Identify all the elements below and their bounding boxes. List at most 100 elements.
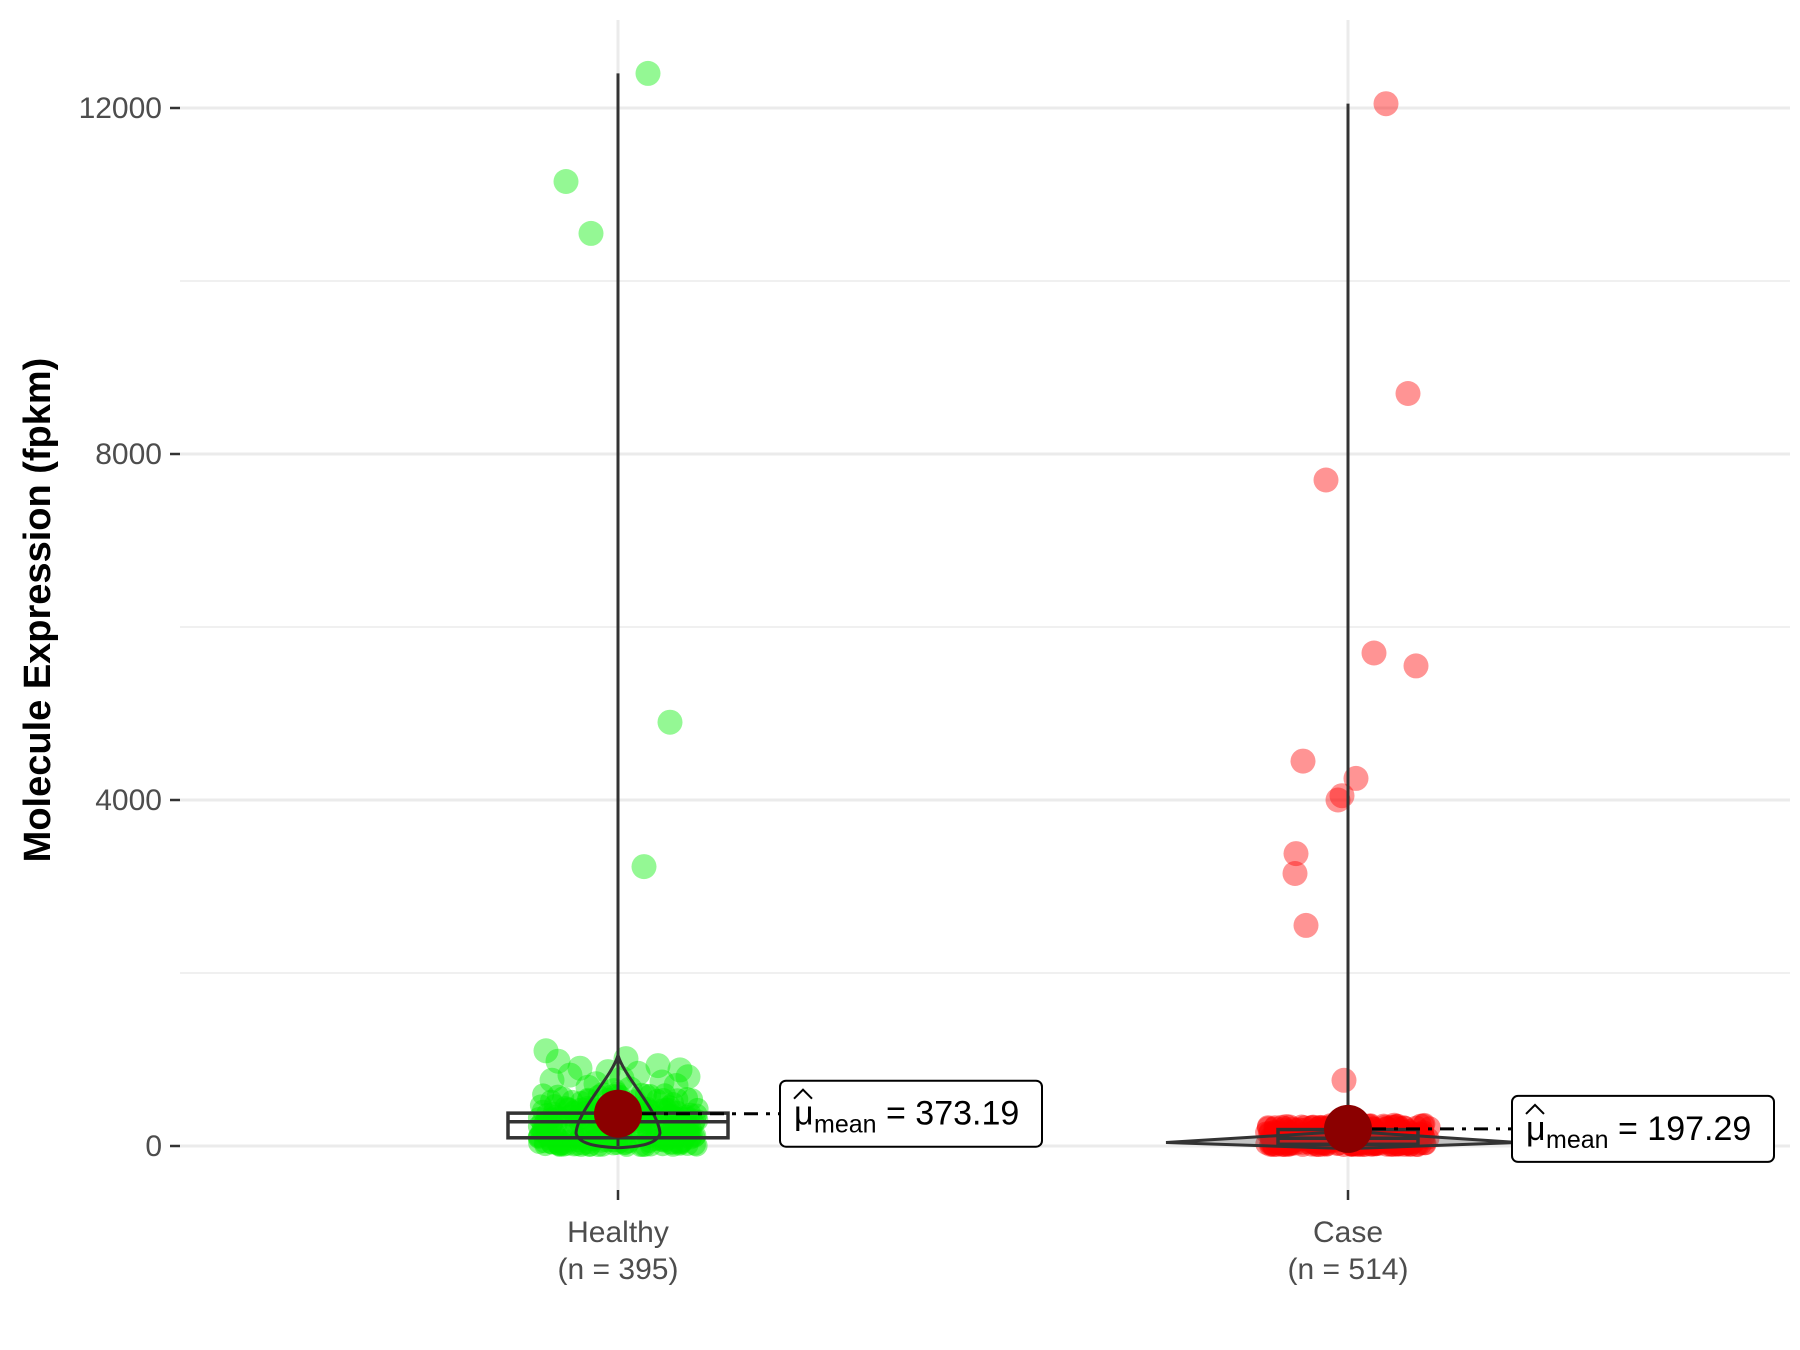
y-tick-label: 0 <box>145 1130 162 1163</box>
outlier-point <box>667 1057 693 1083</box>
mean-symbol: μ <box>1526 1110 1546 1148</box>
data-point <box>1388 1116 1411 1139</box>
data-point <box>570 1134 593 1157</box>
outlier-point <box>1293 912 1319 938</box>
data-point <box>581 1124 604 1147</box>
outlier-point <box>545 1048 571 1074</box>
outlier-point <box>1343 765 1369 791</box>
data-point <box>534 1134 557 1157</box>
data-point <box>552 1134 575 1157</box>
data-point <box>634 1083 657 1106</box>
mean-label-box <box>779 1079 1043 1148</box>
outlier-point <box>583 1071 609 1097</box>
data-point <box>543 1094 566 1117</box>
outlier-point <box>575 1074 601 1100</box>
data-point <box>1257 1115 1279 1138</box>
mean-point <box>1324 1104 1372 1153</box>
outlier-point <box>631 854 657 880</box>
outlier-point <box>663 1073 689 1098</box>
mean-hat <box>793 1088 813 1100</box>
plot-groups <box>506 60 1519 1157</box>
data-point <box>1293 1115 1316 1138</box>
data-point <box>577 1087 600 1110</box>
y-tick-label: 4000 <box>95 784 162 817</box>
outlier-point <box>675 1064 701 1090</box>
group-healthy <box>506 60 730 1157</box>
outlier-point <box>649 1069 675 1095</box>
outlier-point <box>645 1053 671 1079</box>
group-case <box>1165 91 1519 1157</box>
data-point <box>662 1092 684 1114</box>
category-label: Case <box>1313 1216 1383 1249</box>
data-point <box>548 1134 571 1157</box>
outlier-point <box>539 1067 565 1093</box>
mean-label-box <box>1511 1094 1775 1163</box>
data-point <box>1256 1116 1279 1139</box>
outlier-point <box>553 169 579 194</box>
category-label: Healthy <box>567 1216 669 1249</box>
y-tick-label: 8000 <box>95 438 162 471</box>
data-point <box>681 1088 704 1111</box>
data-point <box>561 1089 584 1112</box>
outlier-point <box>1403 653 1429 679</box>
mean-annotations: μ mean = 373.19 μ mean = 197.29 <box>642 1079 1775 1163</box>
outlier-point <box>609 1066 635 1091</box>
data-point <box>545 1113 568 1136</box>
data-point <box>1393 1115 1416 1138</box>
y-tick-label: 12000 <box>79 92 162 125</box>
data-point <box>566 1130 589 1153</box>
data-point <box>646 1088 669 1111</box>
data-point <box>548 1129 571 1152</box>
outlier-point <box>1395 381 1421 406</box>
data-point <box>1393 1115 1415 1138</box>
data-point <box>544 1123 567 1146</box>
data-point <box>531 1099 554 1122</box>
data-point <box>684 1124 707 1147</box>
y-axis-title: Molecule Expression (fpkm) <box>17 358 59 863</box>
outlier-point <box>635 60 661 86</box>
data-point <box>672 1130 695 1153</box>
outlier-point <box>1282 861 1308 886</box>
data-point <box>552 1086 575 1109</box>
data-point <box>558 1129 581 1152</box>
data-point <box>673 1118 696 1141</box>
data-point <box>652 1129 674 1152</box>
outlier-point <box>1325 787 1351 813</box>
category-n-label: (n = 514) <box>1288 1253 1409 1286</box>
data-point <box>1255 1132 1278 1155</box>
data-point <box>653 1083 676 1106</box>
data-point <box>1414 1133 1437 1156</box>
grid-lines <box>180 20 1790 1190</box>
outlier-point <box>1313 467 1339 493</box>
data-point <box>1259 1132 1282 1155</box>
data-point <box>1301 1115 1324 1137</box>
data-point <box>532 1083 555 1106</box>
outlier-point <box>567 1055 593 1081</box>
x-axis: Healthy (n = 395) Case (n = 514) <box>558 1190 1409 1286</box>
outlier-point <box>1283 841 1309 867</box>
data-point <box>1418 1116 1441 1139</box>
data-point <box>540 1113 563 1136</box>
outlier-point <box>1373 91 1399 117</box>
outlier-point <box>578 220 604 246</box>
violin-shape <box>574 1049 662 1150</box>
outlier-point <box>1361 640 1387 666</box>
mean-value-label: = 197.29 <box>1618 1110 1751 1148</box>
mean-subscript: mean <box>1546 1126 1609 1154</box>
category-n-label: (n = 395) <box>558 1253 679 1286</box>
mean-symbol: μ <box>794 1095 814 1133</box>
data-point <box>676 1087 698 1109</box>
data-point <box>1264 1115 1286 1138</box>
data-point <box>680 1124 703 1147</box>
mean-point <box>594 1089 642 1138</box>
outlier-point <box>1331 1067 1357 1093</box>
data-point <box>650 1129 673 1152</box>
data-point <box>1405 1115 1428 1138</box>
data-point <box>662 1134 684 1157</box>
data-point <box>666 1088 689 1111</box>
data-point <box>1258 1122 1281 1145</box>
y-axis: 0 4000 8000 12000 <box>79 92 180 1163</box>
data-point <box>630 1124 653 1147</box>
mean-hat <box>1525 1103 1545 1115</box>
